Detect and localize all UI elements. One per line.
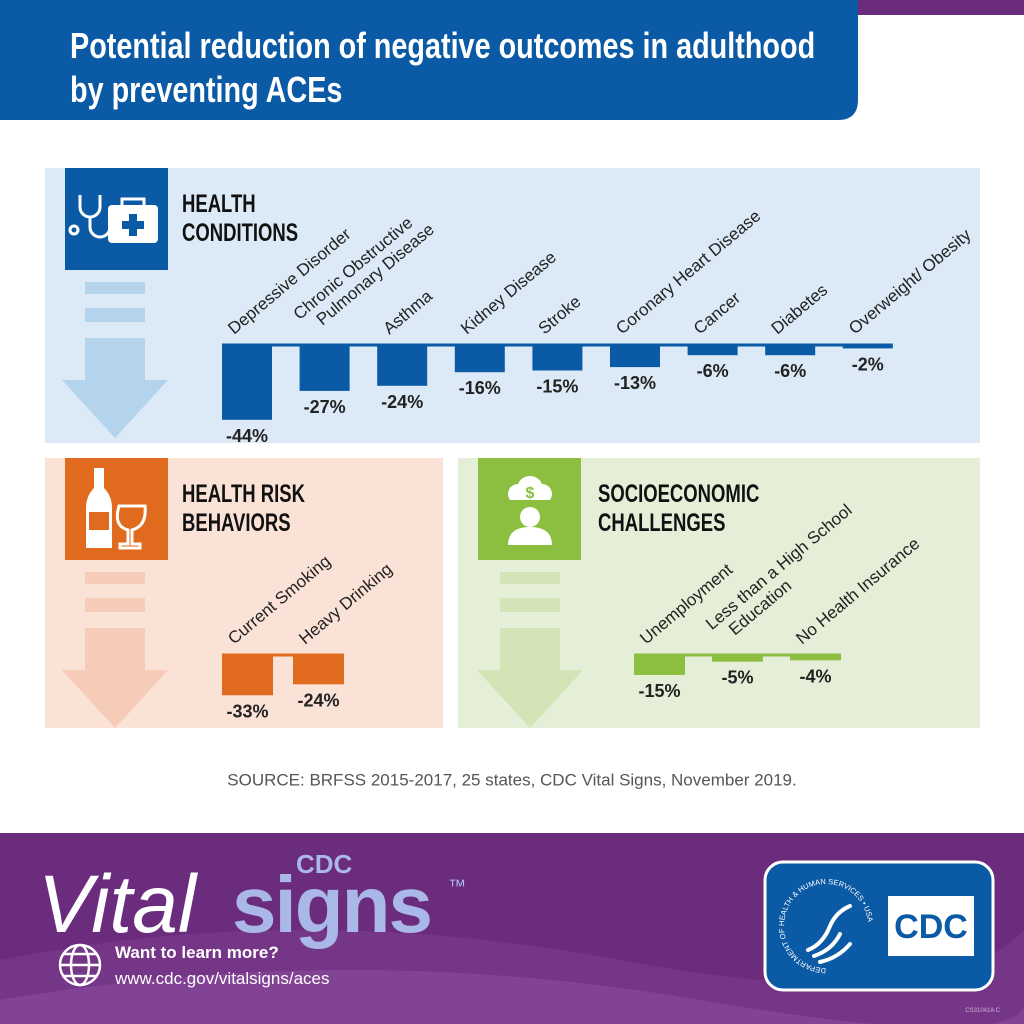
- source: SOURCE: BRFSS 2015-2017, 25 states, CDC …: [227, 770, 796, 789]
- bar: [293, 655, 344, 685]
- text-line: by preventing ACEs: [70, 69, 342, 110]
- brand-signs: signs: [232, 860, 431, 949]
- bar: [377, 345, 428, 386]
- arrow-stripe: [85, 598, 145, 612]
- arrow-stripe: [85, 308, 145, 322]
- value-label: -16%: [459, 378, 501, 398]
- logo-plate: [888, 896, 974, 956]
- medkit-handle: [120, 197, 146, 205]
- value-label: -15%: [638, 681, 680, 701]
- chart-title: HEALTH RISK BEHAVIORS: [182, 479, 310, 536]
- text-line: Potential reduction of negative outcomes…: [70, 25, 823, 66]
- icon-box: [65, 458, 168, 560]
- bar: [634, 655, 685, 675]
- arrow-head: [62, 338, 168, 438]
- globe-icon: [58, 943, 102, 987]
- value-label: -24%: [297, 690, 339, 710]
- header-band: [0, 0, 858, 120]
- brand-vital: Vital: [38, 859, 199, 950]
- dollar-sign: $: [526, 485, 535, 502]
- brand-cdc: CDC: [296, 849, 353, 879]
- wine-glass: [115, 504, 147, 550]
- value-label: -33%: [226, 701, 268, 721]
- bar: [532, 345, 583, 371]
- chart-title: SOCIOECONOMIC CHALLENGES: [598, 479, 764, 536]
- medkit-cross: [122, 214, 144, 236]
- value-label: -6%: [697, 361, 729, 381]
- bar: [842, 345, 893, 349]
- bar: [299, 345, 350, 391]
- panel: [45, 168, 980, 443]
- globe: [60, 952, 100, 978]
- text-line: SOCIOECONOMIC: [598, 479, 764, 507]
- arrow-head: [477, 628, 583, 728]
- url[interactable]: www.cdc.gov/vitalsigns/aces: [114, 969, 329, 988]
- seal-eagle: [806, 904, 852, 964]
- chart-title: HEALTH CONDITIONS: [182, 189, 298, 246]
- value-label: -2%: [852, 354, 884, 374]
- value-label: -4%: [799, 666, 831, 686]
- value-label: -13%: [614, 373, 656, 393]
- header-accent: [858, 0, 1024, 15]
- bar: [765, 345, 816, 356]
- text-line: HEALTH: [182, 189, 261, 217]
- arrow-head: [62, 628, 168, 728]
- footer-wave: [0, 970, 1024, 1024]
- arrow-stripe: [500, 572, 560, 584]
- person-head: [520, 507, 540, 527]
- down-arrow: [62, 572, 168, 728]
- down-arrow: [62, 282, 168, 438]
- bar: [712, 655, 763, 662]
- value-label: -6%: [774, 361, 806, 381]
- down-arrow: [477, 572, 583, 728]
- socio-icon: $: [478, 458, 581, 560]
- bar: [790, 655, 841, 661]
- bar: [454, 345, 505, 373]
- trademark: ™: [448, 876, 466, 896]
- stethoscope: [68, 224, 80, 236]
- prompt: Want to learn more?: [115, 943, 279, 962]
- arrow-stripe: [85, 572, 145, 584]
- bar: [222, 655, 273, 696]
- bar: [610, 345, 660, 368]
- logo-box: [763, 860, 995, 992]
- value-label: -15%: [536, 377, 578, 397]
- page-title: Potential reduction of negative outcomes…: [70, 25, 823, 110]
- value-label: -24%: [381, 392, 423, 412]
- arrow-stripe: [500, 598, 560, 612]
- arrow-stripe: [85, 282, 145, 294]
- bar: [222, 345, 272, 420]
- text-line: CONDITIONS: [182, 218, 298, 246]
- text-line: CHALLENGES: [598, 508, 725, 536]
- bottle-label: [89, 512, 109, 530]
- value-label: -27%: [304, 397, 346, 417]
- code: CS310418-C: [965, 1008, 1000, 1014]
- logo-text: CDC: [894, 908, 968, 946]
- person-body: [508, 527, 552, 545]
- cloud: [508, 476, 552, 500]
- value-label: -5%: [721, 668, 753, 688]
- text-line: HEALTH RISK: [182, 479, 310, 507]
- health-icon: [65, 168, 168, 270]
- value-label: -44%: [226, 426, 268, 446]
- risk-icon: [65, 458, 168, 560]
- text-line: BEHAVIORS: [182, 508, 291, 536]
- bar: [687, 345, 738, 356]
